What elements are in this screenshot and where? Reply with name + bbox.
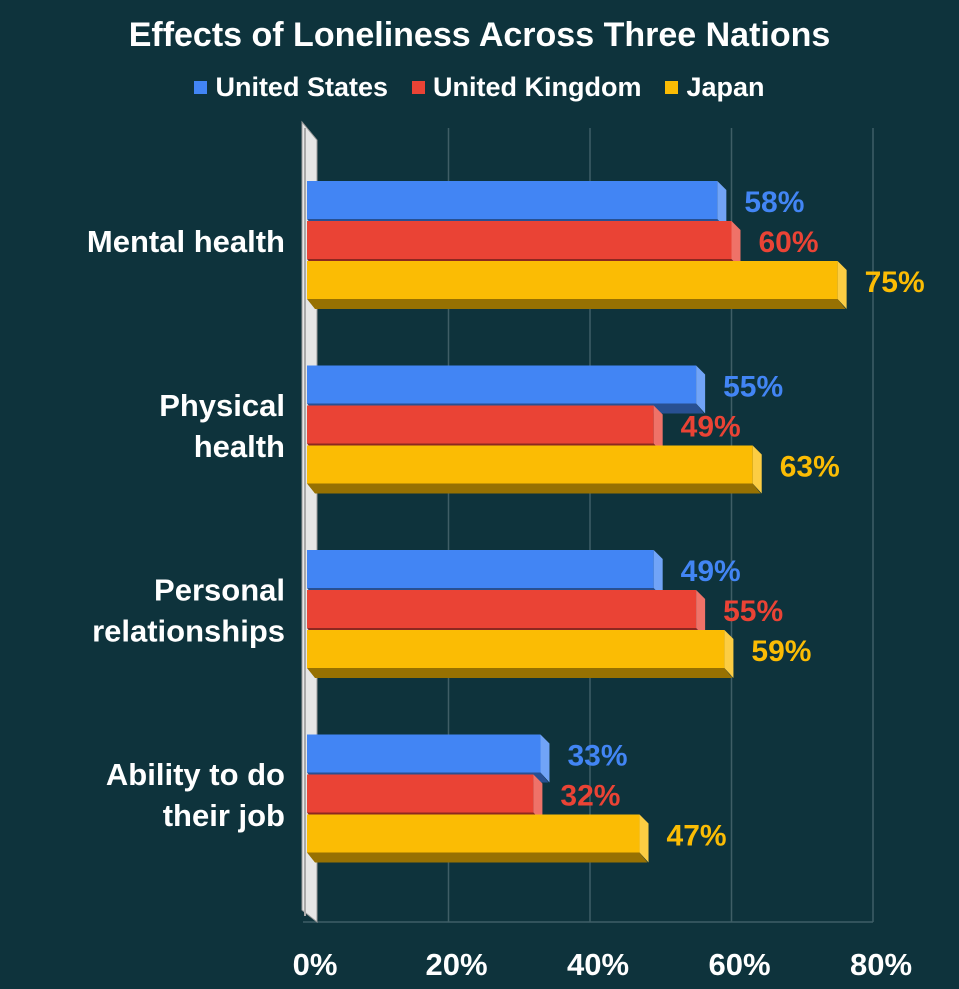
chart-title: Effects of Loneliness Across Three Natio… [128,16,831,54]
bar-japan-physical-health-bottom [307,483,761,494]
bar-united-kingdom-mental-health-end [731,221,741,269]
bar-japan-ability-to-do-their-job-end [639,814,649,863]
x-tick-label-60: 60% [708,947,770,982]
bar-united-kingdom-mental-health [307,221,732,259]
value-label-united-kingdom-physical-health: 49% [681,411,741,444]
category-label-ability-to-do-their-job-line-2: their job [163,798,285,833]
bar-japan-physical-health [307,445,753,484]
bar-united-kingdom-ability-to-do-their-job-end [533,774,543,823]
legend: United States United Kingdom Japan [0,72,959,103]
value-label-japan-mental-health: 75% [865,266,925,299]
x-tick-label-40: 40% [567,947,629,982]
value-label-united-kingdom-ability-to-do-their-job: 32% [560,780,620,813]
category-label-personal-relationships-line-1: Personal [154,573,285,608]
category-label-mental-health: Mental health [87,224,285,259]
category-label-physical-health-line-1: Physical [159,388,285,423]
value-label-japan-personal-relationships: 59% [751,635,811,668]
bar-united-states-personal-relationships-end [653,550,663,598]
bar-japan-personal-relationships-end [724,630,734,678]
legend-label-united-kingdom: United Kingdom [433,72,642,102]
bar-united-states-personal-relationships [307,550,654,588]
bar-united-kingdom-ability-to-do-their-job [307,774,534,813]
bar-united-kingdom-physical-health-end [653,405,663,454]
bar-united-states-ability-to-do-their-job [307,734,541,773]
category-label-personal-relationships-line-2: relationships [92,614,285,649]
legend-swatch-united-states [194,81,208,94]
bar-united-kingdom-personal-relationships-end [696,590,706,638]
bar-japan-mental-health [307,261,838,299]
bar-japan-mental-health-end [837,261,847,309]
value-label-united-kingdom-mental-health: 60% [759,226,819,259]
legend-swatch-japan [665,81,679,94]
bar-japan-ability-to-do-their-job [307,814,640,853]
legend-item-united-kingdom: United Kingdom [412,72,641,103]
value-label-united-states-physical-health: 55% [723,371,783,404]
legend-item-japan: Japan [665,72,765,103]
bar-united-kingdom-physical-health [307,405,654,444]
bar-united-states-ability-to-do-their-job-end [540,734,550,783]
legend-item-united-states: United States [194,72,388,103]
category-label-ability-to-do-their-job-line-1: Ability to do [106,757,285,792]
value-label-united-states-mental-health: 58% [744,186,804,219]
bar-united-states-mental-health [307,181,718,219]
category-label-physical-health-line-2: health [194,429,285,464]
bar-united-states-physical-health-end [696,365,706,414]
bar-japan-personal-relationships-bottom [307,668,733,678]
value-label-japan-ability-to-do-their-job: 47% [667,820,727,853]
legend-swatch-united-kingdom [412,81,425,94]
value-label-united-states-personal-relationships: 49% [681,555,741,588]
legend-label-japan: Japan [686,72,765,102]
x-tick-label-80: 80% [850,947,912,982]
value-label-japan-physical-health: 63% [780,451,840,484]
bar-united-states-physical-health [307,365,697,404]
x-tick-label-0: 0% [293,947,338,982]
bar-japan-ability-to-do-their-job-bottom [307,852,648,863]
x-tick-label-20: 20% [425,947,487,982]
bar-japan-personal-relationships [307,630,725,668]
value-label-united-states-ability-to-do-their-job: 33% [567,740,627,773]
bar-united-kingdom-personal-relationships [307,590,697,628]
bar-japan-mental-health-bottom [307,299,846,309]
legend-label-united-states: United States [215,72,388,102]
bar-united-states-mental-health-end [717,181,727,229]
value-label-united-kingdom-personal-relationships: 55% [723,595,783,628]
bar-japan-physical-health-end [752,445,762,494]
